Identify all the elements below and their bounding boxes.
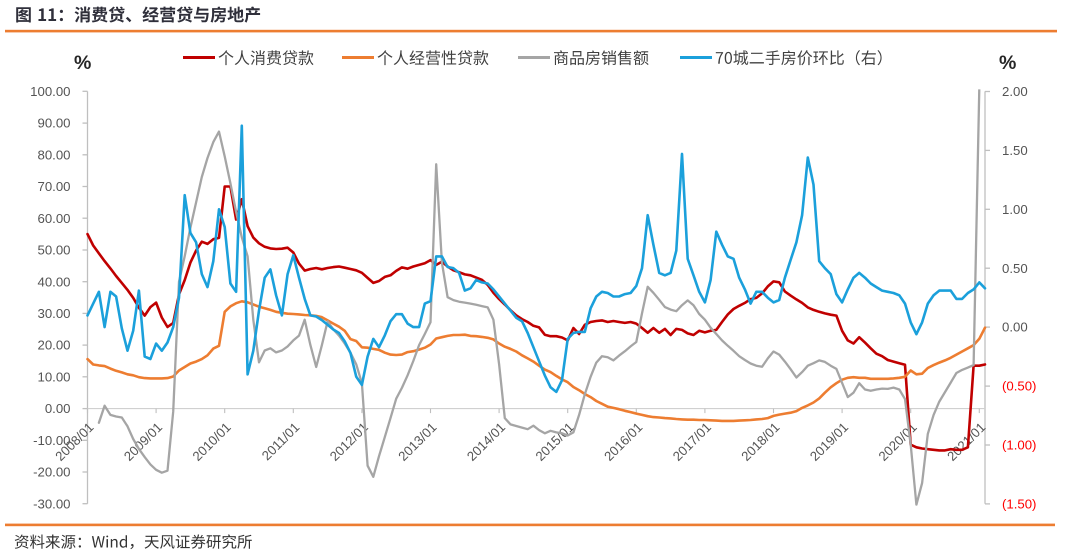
svg-text:%: % [74,52,91,74]
svg-text:10.00: 10.00 [37,369,70,384]
svg-text:90.00: 90.00 [37,116,70,131]
svg-text:-30.00: -30.00 [33,496,70,511]
svg-text:2.00: 2.00 [1002,84,1028,99]
svg-text:1.00: 1.00 [1002,202,1028,217]
svg-text:(1.50): (1.50) [1002,497,1036,512]
svg-text:0.00: 0.00 [1002,320,1028,335]
svg-text:30.00: 30.00 [37,306,70,321]
svg-text:1.50: 1.50 [1002,143,1028,158]
svg-text:80.00: 80.00 [37,147,70,162]
svg-text:%: % [999,52,1016,74]
svg-text:70.00: 70.00 [37,179,70,194]
svg-text:50.00: 50.00 [37,243,70,258]
svg-text:(0.50): (0.50) [1002,379,1036,394]
svg-text:-20.00: -20.00 [33,465,70,480]
svg-text:0.00: 0.00 [45,401,71,416]
svg-text:60.00: 60.00 [37,211,70,226]
svg-text:40.00: 40.00 [37,274,70,289]
svg-text:20.00: 20.00 [37,338,70,353]
svg-text:-10.00: -10.00 [33,433,70,448]
svg-text:0.50: 0.50 [1002,261,1028,276]
svg-text:(1.00): (1.00) [1002,438,1036,453]
svg-text:100.00: 100.00 [30,84,70,99]
